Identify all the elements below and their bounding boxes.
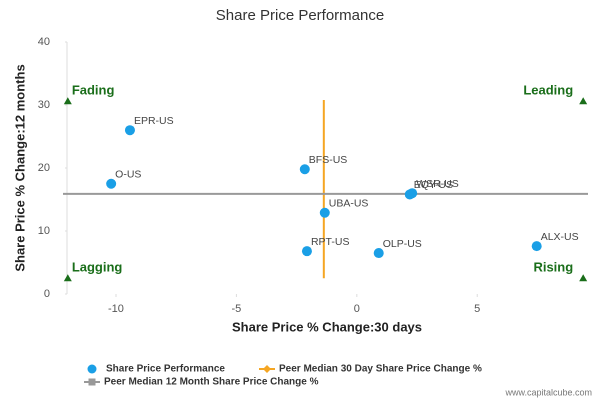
y-tick-label: 0 <box>44 288 50 300</box>
point <box>404 189 415 200</box>
point-label: WSR-US <box>416 178 459 190</box>
point-label: RPT-US <box>311 236 350 248</box>
chart-title: Share Price Performance <box>216 7 384 24</box>
point-label: OLP-US <box>383 238 422 250</box>
quadrant-marker <box>579 274 588 282</box>
quadrant-label: Lagging <box>72 260 123 275</box>
quadrant-marker <box>63 97 72 105</box>
point-label: BFS-US <box>309 154 348 166</box>
legend-marker <box>263 365 271 373</box>
quadrant-marker <box>63 274 72 282</box>
y-tick-label: 30 <box>38 99 50 111</box>
legend-label: Share Price Performance <box>106 364 225 375</box>
y-axis-title: Share Price % Change:12 months <box>12 64 27 271</box>
x-tick-label: -10 <box>108 303 124 315</box>
point <box>319 207 330 218</box>
point <box>301 246 312 257</box>
legend-label: Peer Median 30 Day Share Price Change % <box>279 364 482 375</box>
point <box>531 241 542 252</box>
y-tick-label: 40 <box>38 36 50 48</box>
point-label: EPR-US <box>134 115 174 127</box>
quadrant-marker <box>579 97 588 105</box>
x-tick-label: 5 <box>474 303 480 315</box>
legend-marker <box>87 364 97 374</box>
legend-marker <box>88 378 96 386</box>
quadrant-label: Rising <box>533 260 573 275</box>
quadrant-label: Fading <box>72 83 115 98</box>
y-tick-label: 10 <box>38 225 50 237</box>
point <box>124 125 135 136</box>
point <box>106 178 117 189</box>
x-axis-title: Share Price % Change:30 days <box>232 319 422 334</box>
point-label: O-US <box>115 169 141 181</box>
point-label: EQY-US <box>414 179 453 191</box>
y-tick-label: 20 <box>38 162 50 174</box>
source: www.capitalcube.com <box>504 387 592 397</box>
point-label: UBA-US <box>329 198 369 210</box>
x-tick-label: 0 <box>354 303 360 315</box>
point <box>373 248 384 259</box>
quadrant-label: Leading <box>523 83 573 98</box>
point-label: ALX-US <box>541 231 579 243</box>
point <box>299 164 310 175</box>
x-tick-label: -5 <box>232 303 242 315</box>
legend-label: Peer Median 12 Month Share Price Change … <box>104 377 319 388</box>
